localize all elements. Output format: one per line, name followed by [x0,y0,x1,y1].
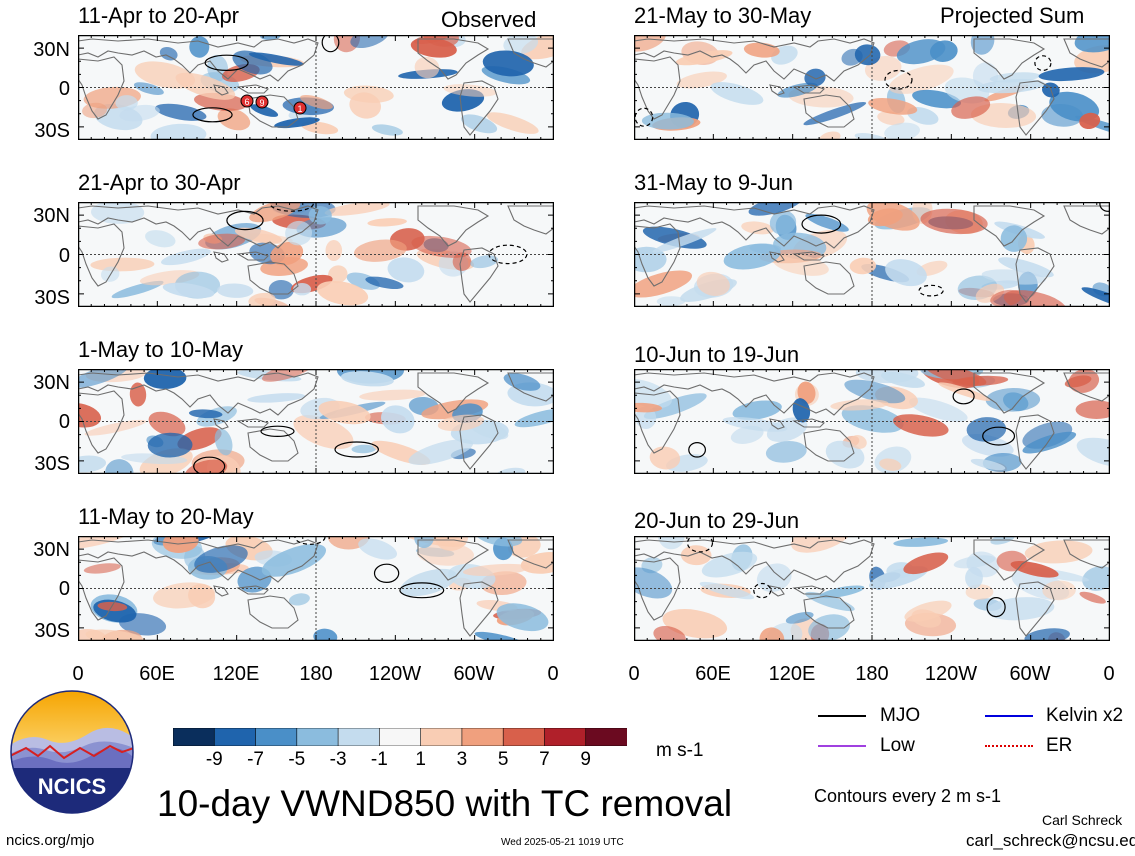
lon-label: 120E [768,663,816,685]
panel-title-left-3: 1-May to 10-May [78,337,244,362]
ncics-logo: NCICS [10,690,134,814]
tc-marker-label: 9 [259,98,264,108]
tc-marker-icon: 9 [255,95,269,109]
map-panel-left-3 [78,369,554,474]
colorbar-swatch [379,728,422,746]
author-email: carl_schreck@ncsu.edu [966,831,1135,850]
lon-label: 60W [1009,663,1051,685]
lat-label-eq: 0 [58,411,70,433]
panel-title-right-3: 10-Jun to 19-Jun [634,342,800,367]
legend-label-er: ER [1046,735,1073,756]
tc-marker-label: 6 [244,97,249,107]
legend-label-low: Low [880,735,915,756]
colorbar-swatch [585,728,627,746]
panel-title-left-2: 21-Apr to 30-Apr [78,170,241,195]
main-title: 10-day VWND850 with TC removal [157,783,733,824]
lon-label: 180 [299,663,333,685]
lon-label: 0 [547,663,559,685]
lon-label: 60E [139,663,175,685]
map-panel-left-2 [78,202,554,307]
panel-title-right-4: 20-Jun to 29-Jun [634,508,800,533]
colorbar-label: -7 [247,749,264,770]
colorbar-swatch [337,728,381,746]
tc-marker-icon: 6 [240,94,254,108]
panel-title-right-2: 31-May to 9-Jun [634,170,793,195]
lon-label: 0 [72,663,84,685]
colorbar-label: -9 [205,749,223,770]
timestamp: Wed 2025-05-21 1019 UTC [501,837,624,848]
legend-line-er [985,745,1033,747]
colorbar-swatch [544,728,587,746]
projected-sum-label: Projected Sum [940,3,1085,28]
lon-label: 120W [368,663,422,685]
colorbar-label: 3 [456,749,468,770]
colorbar-swatch [502,728,546,746]
lat-label-30s: 30S [34,120,70,142]
lon-label: 0 [628,663,640,685]
map-panel-right-2 [634,202,1110,307]
lat-label-30n: 30N [33,205,70,227]
observed-label: Observed [441,7,537,32]
panel-title-left-1: 11-Apr to 20-Apr [78,3,240,28]
map-panel-left-1 [78,35,554,140]
lon-label: 120W [924,663,978,685]
tc-markers: 6 9 1 [240,94,307,115]
lat-label-30n: 30N [33,539,70,561]
lon-label: 60E [695,663,731,685]
logo-text: NCICS [38,774,106,799]
lon-label: 0 [1103,663,1115,685]
panel-title-right-1: 21-May to 30-May [634,3,812,28]
legend-label-mjo: MJO [880,705,921,726]
colorbar-label: 7 [539,749,550,770]
colorbar-label: -1 [370,749,388,770]
lat-label-eq: 0 [58,578,70,600]
lat-label-30s: 30S [34,453,70,475]
colorbar-label: -3 [329,749,347,770]
tc-marker-icon: 1 [293,101,307,115]
lon-label: 60W [453,663,495,685]
lat-label-eq: 0 [58,78,70,100]
colorbar-swatch [296,728,339,746]
author: Carl Schreck [1042,812,1123,828]
colorbar-label: 5 [497,749,509,770]
colorbar [173,728,627,746]
map-panel-right-1 [634,35,1110,140]
colorbar-swatch [173,728,216,746]
lat-label-30n: 30N [33,39,70,61]
contours-note: Contours every 2 m s-1 [814,786,1002,806]
lat-label-eq: 0 [58,245,70,267]
lat-label-30n: 30N [33,372,70,394]
legend-line-low [818,745,866,747]
map-panel-right-4 [634,536,1110,641]
legend-label-kelvin: Kelvin x2 [1046,705,1124,726]
colorbar-label: 1 [415,749,426,770]
website-link[interactable]: ncics.org/mjo [6,832,95,849]
map-panel-left-4 [78,536,554,641]
lat-label-30s: 30S [34,287,70,309]
colorbar-unit: m s-1 [656,740,704,761]
tc-marker-label: 1 [297,104,302,114]
colorbar-swatch [461,728,504,746]
lon-label: 180 [855,663,889,685]
lat-label-30s: 30S [34,620,70,642]
colorbar-swatch [213,728,257,746]
colorbar-label: 9 [580,749,591,770]
colorbar-swatch [420,728,463,746]
colorbar-swatch [255,728,298,746]
colorbar-label: -5 [288,749,306,770]
legend-line-mjo [818,715,866,717]
map-panel-right-3 [634,369,1110,474]
lon-label: 120E [212,663,260,685]
legend-line-kelvin [985,715,1033,717]
panel-title-left-4: 11-May to 20-May [78,504,254,529]
